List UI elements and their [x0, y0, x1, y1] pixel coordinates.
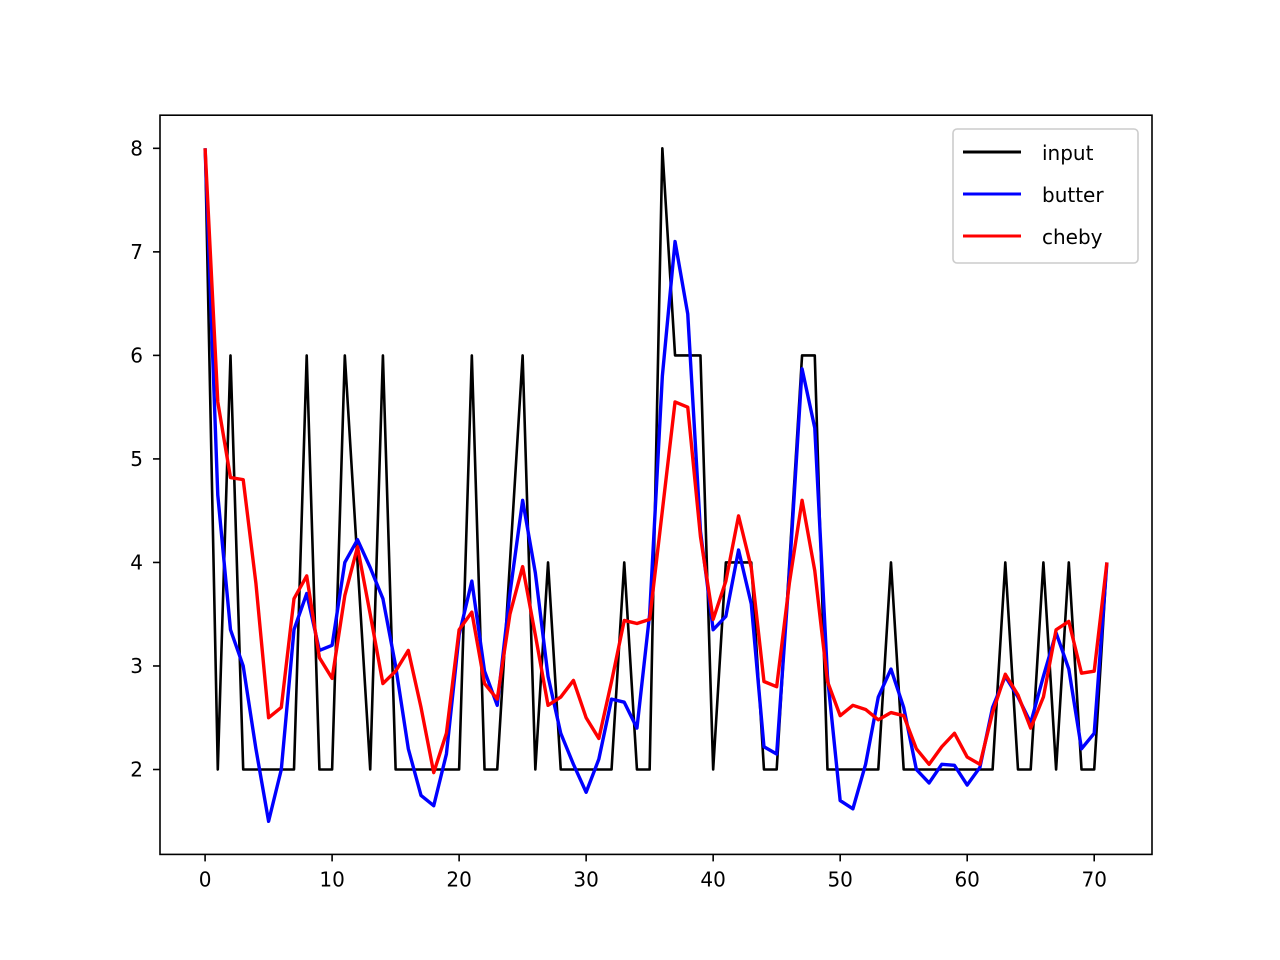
y-tick-label: 2: [130, 758, 143, 782]
y-tick-label: 3: [130, 654, 143, 678]
legend-label-input: input: [1042, 141, 1094, 165]
legend: input butter cheby: [952, 128, 1139, 264]
x-axis: 0 10 20 30 40 50 60 70: [199, 854, 1107, 891]
series-line-butter: [203, 148, 1109, 823]
x-tick-label: 20: [446, 867, 471, 891]
series-lines: [203, 147, 1109, 823]
plot-frame: [159, 114, 1153, 856]
legend-label-butter: butter: [1042, 183, 1104, 207]
y-tick-label: 6: [130, 343, 143, 367]
x-tick-label: 40: [700, 867, 725, 891]
x-tick-label: 70: [1081, 867, 1106, 891]
legend-box: [952, 128, 1139, 264]
y-tick-label: 5: [130, 447, 143, 471]
x-tick-label: 0: [199, 867, 212, 891]
x-tick-label: 10: [319, 867, 344, 891]
x-tick-label: 60: [954, 867, 979, 891]
legend-label-cheby: cheby: [1042, 225, 1103, 249]
x-tick-label: 30: [573, 867, 598, 891]
series-line-cheby: [203, 148, 1109, 775]
y-axis: 2 3 4 5 6 7 8: [130, 136, 160, 782]
x-tick-label: 50: [827, 867, 852, 891]
y-tick-label: 4: [130, 550, 143, 574]
y-tick-label: 7: [130, 240, 143, 264]
y-tick-label: 8: [130, 136, 143, 160]
